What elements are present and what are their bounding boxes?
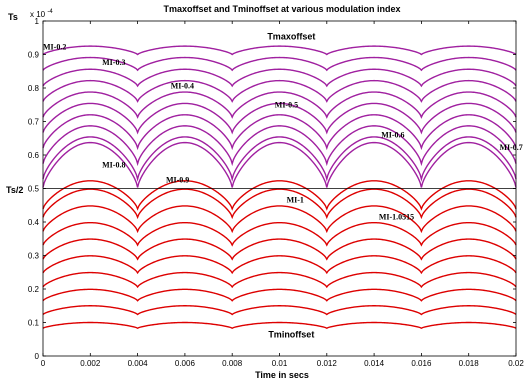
x-tick-label: 0.01	[272, 359, 288, 368]
tmaxoffset-line-mi-0-5	[42, 79, 517, 103]
y-multiplier: x 10 -4	[30, 9, 53, 19]
y-tick-label: 0.5	[28, 185, 40, 194]
y-multiplier-exp: -4	[47, 9, 53, 15]
mi-label: MI-0.2	[43, 42, 66, 51]
mi-label: MI-0.5	[275, 100, 298, 109]
y-axis-ticks: 0 0.1 0.2 0.3 0.4 0.5 0.6 0.7 0.8 0.9 1	[28, 17, 516, 361]
mi-label: MI-0.9	[166, 175, 189, 184]
y-tick-label: 0.8	[28, 84, 40, 93]
tminoffset-series-group	[42, 180, 517, 329]
x-tick-label: 0.012	[317, 359, 338, 368]
y-tick-label: 0.9	[28, 51, 40, 60]
y-tick-label: 0.4	[28, 218, 40, 227]
tminoffset-line-mi-1	[42, 188, 517, 220]
tminoffset-label: Tminoffset	[268, 330, 314, 340]
tmaxoffset-line-mi-0-8	[42, 114, 517, 151]
tmaxoffset-line-mi-0-9	[42, 125, 517, 167]
mi-label: MI-0.7	[499, 143, 522, 152]
tmaxoffset-line-mi-1-0515	[42, 141, 517, 188]
chart-title: Tmaxoffset and Tminoffset at various mod…	[163, 4, 400, 14]
mi-label: MI-1.0515	[379, 212, 414, 221]
y-tick-label: 1	[35, 17, 40, 26]
x-tick-label: 0.002	[80, 359, 101, 368]
mi-label: MI-1	[287, 196, 304, 205]
y-tick-label: 0.1	[28, 319, 40, 328]
mi-labels: MI-0.2 MI-0.3 MI-0.4 MI-0.5 MI-0.6 MI-0.7 MI-0…	[43, 42, 523, 221]
y-top-label: Ts	[8, 12, 18, 22]
tminoffset-line-mi-0-5	[42, 271, 517, 289]
y-tick-label: 0.6	[28, 151, 40, 160]
tminoffset-line-mi-1-0515	[42, 180, 517, 211]
mi-label: MI-0.4	[171, 82, 194, 91]
tmaxoffset-line-mi-0-2	[42, 45, 517, 56]
y-mid-label: Ts/2	[6, 185, 23, 195]
tmaxoffset-line-mi-0-3	[42, 56, 517, 72]
tmaxoffset-label: Tmaxoffset	[267, 31, 315, 41]
x-tick-label: 0.006	[175, 359, 196, 368]
y-tick-label: 0.3	[28, 252, 40, 261]
tminoffset-line-mi-0-2	[42, 321, 517, 329]
tminoffset-line-mi-0-7	[42, 238, 517, 261]
mi-label: MI-0.6	[381, 131, 404, 140]
tmaxoffset-line-mi-0-6	[42, 91, 517, 119]
x-axis-ticks: 0 0.002 0.004 0.006 0.008 0.01 0.012 0.014 0.016…	[41, 21, 524, 368]
x-tick-label: 0	[41, 359, 46, 368]
x-tick-label: 0.004	[128, 359, 149, 368]
tminoffset-line-mi-0-3	[42, 305, 517, 316]
x-tick-label: 0.02	[508, 359, 524, 368]
x-axis-label: Time in secs	[255, 370, 309, 380]
y-tick-label: 0	[35, 352, 40, 361]
x-tick-label: 0.016	[411, 359, 432, 368]
y-tick-label: 0.2	[28, 285, 40, 294]
x-tick-label: 0.014	[364, 359, 385, 368]
tminoffset-line-mi-0-9	[42, 205, 517, 234]
mi-label: MI-0.8	[102, 160, 125, 169]
mi-label: MI-0.3	[102, 58, 125, 67]
x-tick-label: 0.018	[459, 359, 480, 368]
tmaxoffset-series-group	[42, 45, 517, 188]
tmaxoffset-line-mi-0-7	[42, 102, 517, 135]
y-multiplier-base: x 10	[30, 10, 46, 19]
x-tick-label: 0.008	[222, 359, 243, 368]
tminoffset-line-mi-0-4	[42, 288, 517, 302]
tminoffset-line-mi-0-6	[42, 255, 517, 275]
tminoffset-line-mi-0-8	[42, 221, 517, 247]
y-tick-label: 0.7	[28, 118, 40, 127]
y-top-label-group: Ts x 10 -4	[8, 9, 53, 22]
tmaxoffset-line-mi-1	[42, 136, 517, 182]
tmaxoffset-line-mi-0-4	[42, 68, 517, 88]
